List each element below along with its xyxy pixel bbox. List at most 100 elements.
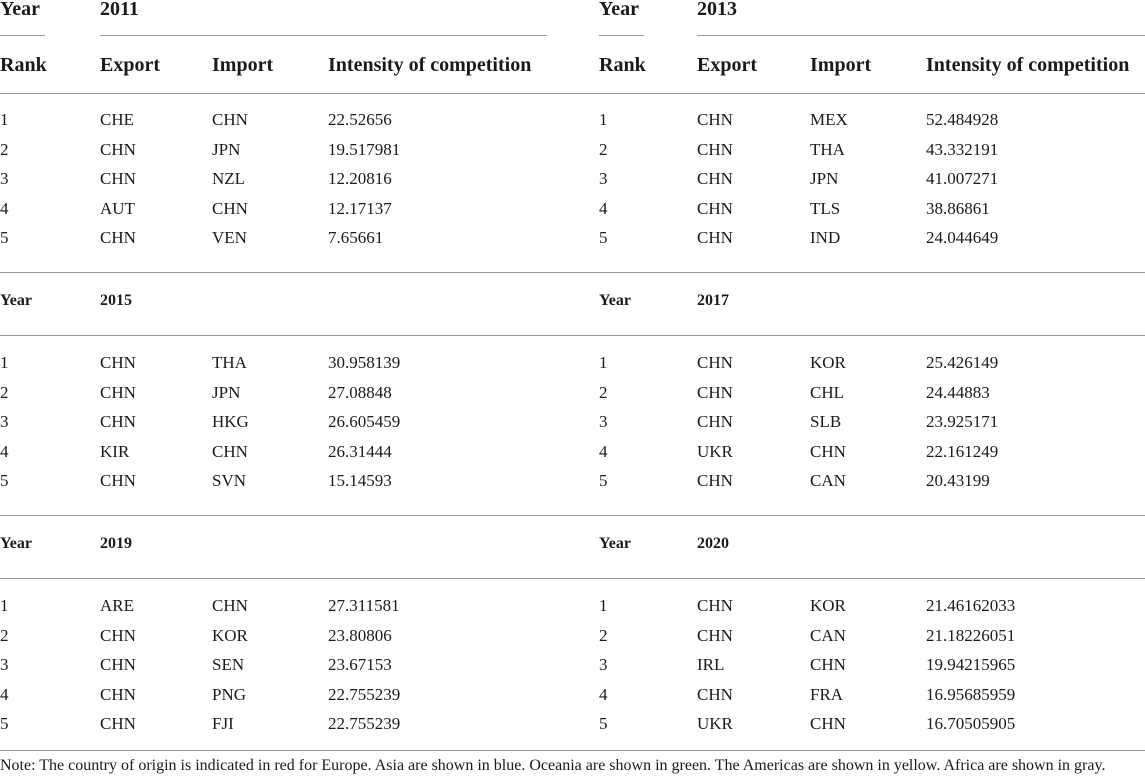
cell-import: FRA xyxy=(810,684,844,704)
cell-intensity: 26.605459 xyxy=(328,412,401,431)
cell-export: CHN xyxy=(697,684,733,704)
cell-intensity: 21.46162033 xyxy=(926,596,1016,615)
cell-import: KOR xyxy=(810,596,846,615)
column-header-import: Import xyxy=(810,54,872,76)
column-header-import: Import xyxy=(212,54,274,76)
column-header-export: Export xyxy=(697,54,757,76)
cell-rank: 3 xyxy=(0,412,9,431)
cell-import: IND xyxy=(810,228,841,247)
cell-export: CHN xyxy=(697,110,733,129)
cell-rank: 4 xyxy=(599,684,608,704)
cell-import: CHN xyxy=(810,655,846,674)
cell-export: IRL xyxy=(697,655,725,674)
cell-rank: 4 xyxy=(599,198,608,218)
year-label: Year xyxy=(599,292,631,309)
cell-intensity: 23.925171 xyxy=(926,412,999,431)
cell-rank: 3 xyxy=(0,655,9,674)
cell-import: KOR xyxy=(212,625,248,645)
cell-rank: 2 xyxy=(0,382,9,402)
cell-rank: 4 xyxy=(0,684,9,704)
cell-intensity: 22.755239 xyxy=(328,714,401,733)
year-label: Year xyxy=(0,535,32,552)
cell-intensity: 12.17137 xyxy=(328,198,392,218)
cell-export: CHN xyxy=(100,412,136,431)
cell-rank: 2 xyxy=(599,382,608,402)
cell-rank: 1 xyxy=(0,353,9,372)
cell-rank: 1 xyxy=(599,353,608,372)
cell-intensity: 24.44883 xyxy=(926,382,990,402)
cell-import: MEX xyxy=(810,110,848,129)
cell-export: ARE xyxy=(100,596,134,615)
cell-intensity: 7.65661 xyxy=(328,228,384,247)
cell-import: KOR xyxy=(810,353,846,372)
table-note: Note: The country of origin is indicated… xyxy=(0,757,1106,774)
column-header-intensity: Intensity of competition xyxy=(926,54,1130,76)
cell-export: CHN xyxy=(100,228,136,247)
cell-rank: 4 xyxy=(599,441,608,461)
cell-import: CHN xyxy=(810,441,846,461)
cell-rank: 5 xyxy=(0,714,9,733)
cell-rank: 4 xyxy=(0,441,9,461)
cell-import: SLB xyxy=(810,412,842,431)
cell-export: CHN xyxy=(697,169,733,188)
cell-import: CHN xyxy=(212,596,248,615)
cell-import: JPN xyxy=(212,382,241,402)
cell-import: FJI xyxy=(212,714,234,733)
cell-export: CHN xyxy=(697,625,733,645)
cell-import: CAN xyxy=(810,625,846,645)
cell-export: CHN xyxy=(100,714,136,733)
cell-export: CHN xyxy=(697,412,733,431)
cell-export: CHN xyxy=(697,228,733,247)
cell-import: CHN xyxy=(810,714,846,733)
cell-rank: 5 xyxy=(599,471,608,490)
column-header-rank: Rank xyxy=(599,54,646,76)
year-value-2019: 2019 xyxy=(100,535,132,552)
cell-export: CHN xyxy=(100,139,136,159)
cell-export: CHN xyxy=(697,596,733,615)
cell-export: CHN xyxy=(100,353,136,372)
cell-export: CHN xyxy=(697,139,733,159)
cell-rank: 5 xyxy=(0,228,9,247)
cell-export: UKR xyxy=(697,714,733,733)
cell-import: TLS xyxy=(810,198,841,218)
cell-intensity: 23.80806 xyxy=(328,625,392,645)
column-header-rank: Rank xyxy=(0,54,47,76)
cell-intensity: 30.958139 xyxy=(328,353,401,372)
cell-rank: 4 xyxy=(0,198,9,218)
divider xyxy=(0,515,1145,516)
divider xyxy=(0,93,1145,94)
cell-intensity: 21.18226051 xyxy=(926,625,1016,645)
cell-intensity: 26.31444 xyxy=(328,441,392,461)
cell-intensity: 24.044649 xyxy=(926,228,999,247)
cell-intensity: 43.332191 xyxy=(926,139,999,159)
cell-export: CHN xyxy=(697,198,733,218)
cell-export: AUT xyxy=(100,198,135,218)
cell-import: PNG xyxy=(212,684,247,704)
cell-rank: 5 xyxy=(599,228,608,247)
year-value-2013: 2013 xyxy=(697,0,737,20)
year-label: Year xyxy=(599,0,639,20)
cell-import: CHN xyxy=(212,441,248,461)
cell-rank: 1 xyxy=(0,110,9,129)
cell-rank: 3 xyxy=(599,655,608,674)
cell-export: CHN xyxy=(100,655,136,674)
cell-intensity: 22.755239 xyxy=(328,684,401,704)
divider xyxy=(100,35,547,36)
cell-import: SVN xyxy=(212,471,247,490)
cell-intensity: 27.311581 xyxy=(328,596,400,615)
cell-rank: 3 xyxy=(599,412,608,431)
year-value-2011: 2011 xyxy=(100,0,139,20)
cell-import: CAN xyxy=(810,471,846,490)
cell-export: CHE xyxy=(100,110,134,129)
cell-rank: 1 xyxy=(599,596,608,615)
cell-export: CHN xyxy=(697,353,733,372)
divider xyxy=(0,750,1145,751)
cell-intensity: 12.20816 xyxy=(328,169,392,188)
cell-import: SEN xyxy=(212,655,245,674)
cell-import: JPN xyxy=(212,139,241,159)
cell-rank: 2 xyxy=(599,625,608,645)
cell-intensity: 52.484928 xyxy=(926,110,999,129)
cell-export: CHN xyxy=(697,382,733,402)
cell-intensity: 22.161249 xyxy=(926,441,999,461)
column-header-intensity: Intensity of competition xyxy=(328,54,532,76)
